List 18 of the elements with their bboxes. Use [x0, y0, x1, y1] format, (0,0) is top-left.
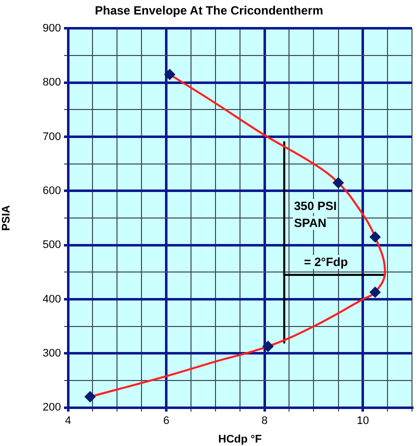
y-tick-label: 400	[42, 293, 61, 306]
chart-title: Phase Envelope At The Cricondentherm	[94, 4, 324, 18]
y-tick-label: 600	[42, 184, 61, 197]
y-tick-label: 900	[42, 22, 61, 34]
y-tick-label: 800	[42, 76, 61, 89]
y-tick-label: 500	[42, 239, 61, 252]
x-tick-label: 10	[356, 415, 369, 428]
x-tick-label: 6	[163, 415, 170, 428]
x-axis-title: HCdp °F	[218, 433, 262, 446]
x-tick-label: 4	[64, 415, 72, 428]
y-tick-label: 700	[42, 130, 61, 143]
x-tick-label: 8	[262, 415, 268, 428]
annotation: 350 PSI	[293, 199, 338, 213]
annotation: = 2°Fdp	[303, 255, 349, 269]
y-tick-label: 200	[42, 402, 61, 414]
y-axis-title: PSIA	[0, 205, 13, 231]
annotation: SPAN	[293, 216, 328, 230]
y-tick-label: 300	[42, 347, 61, 360]
